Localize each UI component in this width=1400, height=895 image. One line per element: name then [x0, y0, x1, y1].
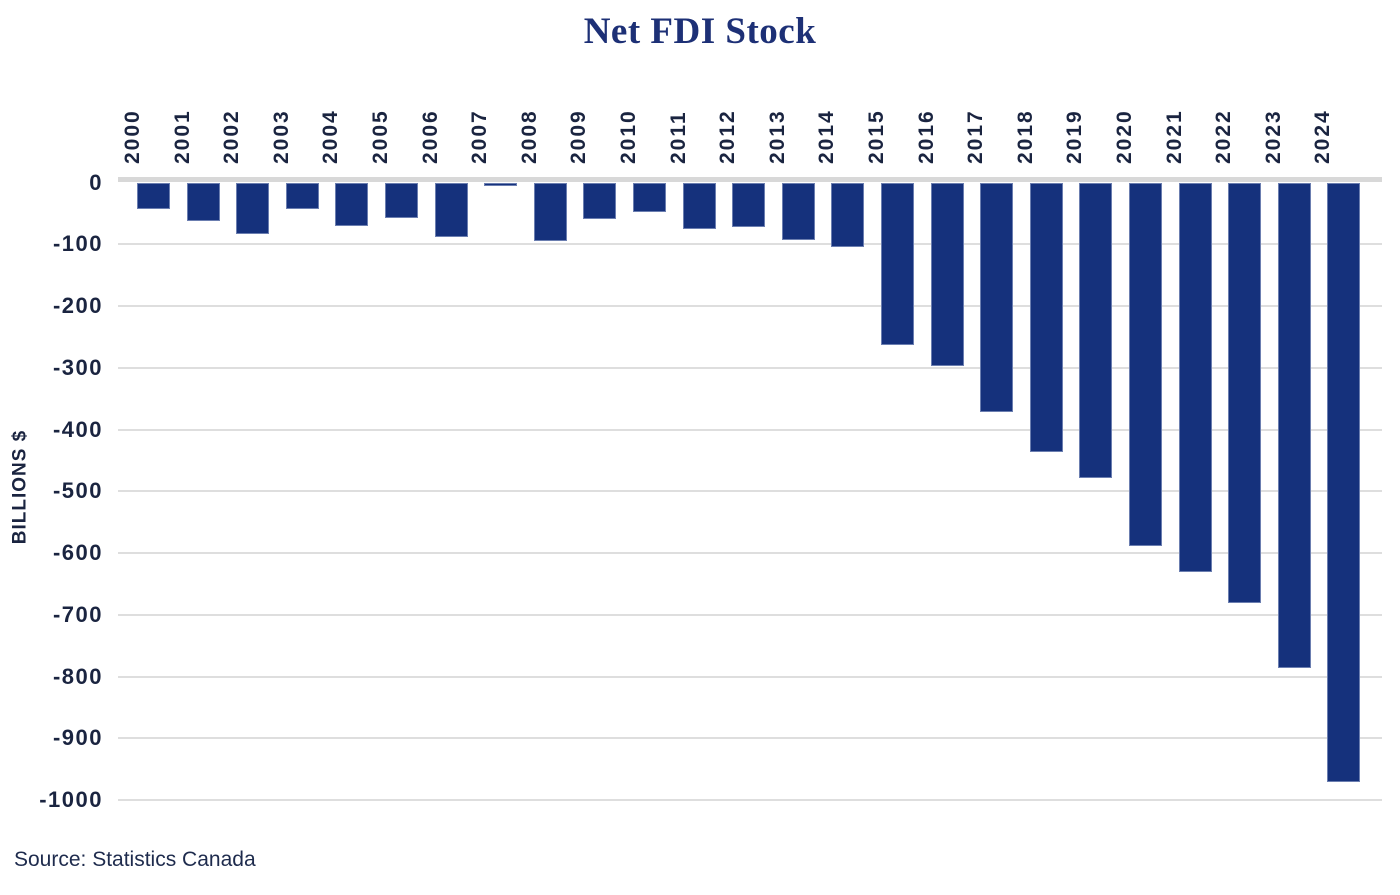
bar-2022 — [1228, 183, 1262, 604]
gridline — [118, 613, 1382, 616]
gridline — [118, 490, 1382, 493]
x-tick-label-2000: 2000 — [121, 109, 144, 164]
y-axis-title: BILLIONS $ — [9, 429, 31, 545]
y-tick-label: -400 — [52, 416, 103, 442]
y-tick-label: -500 — [52, 478, 103, 504]
bar-2003 — [285, 183, 319, 209]
bar-2010 — [633, 183, 667, 213]
bar-2004 — [335, 183, 369, 226]
x-tick-label-2022: 2022 — [1212, 109, 1236, 164]
y-tick-label: -700 — [52, 601, 103, 627]
x-tick-label-2021: 2021 — [1162, 109, 1186, 164]
bar-2014 — [831, 183, 865, 247]
x-tick-label-2024: 2024 — [1311, 109, 1335, 164]
bar-2017 — [980, 183, 1014, 412]
gridline — [118, 428, 1382, 431]
gridline — [118, 552, 1382, 555]
x-tick-label-2011: 2011 — [666, 110, 690, 164]
bar-2001 — [186, 183, 220, 221]
y-tick-label: -800 — [52, 663, 103, 689]
bar-2019 — [1079, 183, 1113, 478]
gridline — [118, 305, 1382, 308]
x-tick-label-2023: 2023 — [1261, 109, 1285, 164]
bar-2015 — [881, 183, 915, 345]
bar-2012 — [732, 183, 766, 228]
x-tick-label-2017: 2017 — [964, 109, 988, 164]
x-tick-label-2006: 2006 — [418, 109, 442, 164]
x-tick-label-2008: 2008 — [517, 109, 541, 164]
bar-2000 — [137, 183, 170, 209]
gridline — [118, 799, 1382, 802]
bar-2008 — [533, 183, 567, 242]
x-tick-label-2013: 2013 — [765, 109, 789, 164]
y-tick-label: -200 — [52, 293, 103, 319]
bar-2005 — [385, 183, 419, 219]
y-tick-label: -900 — [52, 725, 103, 751]
x-tick-label-2002: 2002 — [220, 109, 244, 164]
bar-2006 — [434, 183, 468, 237]
x-tick-label-2003: 2003 — [269, 109, 293, 164]
gridline — [118, 366, 1382, 369]
y-tick-label: -300 — [52, 354, 103, 380]
bar-2024 — [1327, 183, 1361, 783]
x-tick-label-2015: 2015 — [865, 109, 889, 164]
bar-2020 — [1129, 183, 1163, 547]
x-tick-label-2001: 2001 — [170, 109, 194, 164]
zero-baseline — [118, 177, 1382, 182]
bar-2013 — [781, 183, 815, 240]
y-tick-label: 0 — [89, 169, 103, 195]
bar-2007 — [484, 183, 518, 187]
y-tick-label: -1000 — [39, 787, 103, 813]
x-tick-label-2004: 2004 — [319, 109, 343, 164]
x-tick-label-2005: 2005 — [369, 109, 393, 164]
bar-2011 — [682, 183, 716, 230]
x-tick-label-2009: 2009 — [567, 109, 591, 164]
bar-2002 — [236, 183, 270, 235]
x-tick-label-2020: 2020 — [1113, 109, 1137, 164]
y-tick-label: -600 — [52, 540, 103, 566]
x-tick-label-2019: 2019 — [1063, 109, 1087, 164]
bar-2023 — [1277, 183, 1311, 668]
x-tick-label-2018: 2018 — [1013, 109, 1037, 164]
x-tick-label-2012: 2012 — [716, 109, 740, 164]
x-tick-label-2007: 2007 — [468, 109, 492, 164]
y-axis-title-wrap: BILLIONS $ — [0, 420, 40, 554]
bar-2021 — [1178, 183, 1212, 572]
chart-title: Net FDI Stock — [583, 11, 817, 52]
y-tick-label: -100 — [52, 231, 103, 257]
bar-2009 — [583, 183, 617, 219]
source-note: Source: Statistics Canada — [14, 848, 256, 871]
x-tick-label-2014: 2014 — [815, 109, 839, 164]
x-tick-label-2010: 2010 — [617, 109, 641, 164]
bar-2018 — [1029, 183, 1063, 452]
x-tick-label-2016: 2016 — [914, 109, 938, 164]
gridline — [118, 737, 1382, 740]
bar-2016 — [930, 183, 964, 366]
gridline — [118, 243, 1382, 246]
gridline — [118, 675, 1382, 678]
